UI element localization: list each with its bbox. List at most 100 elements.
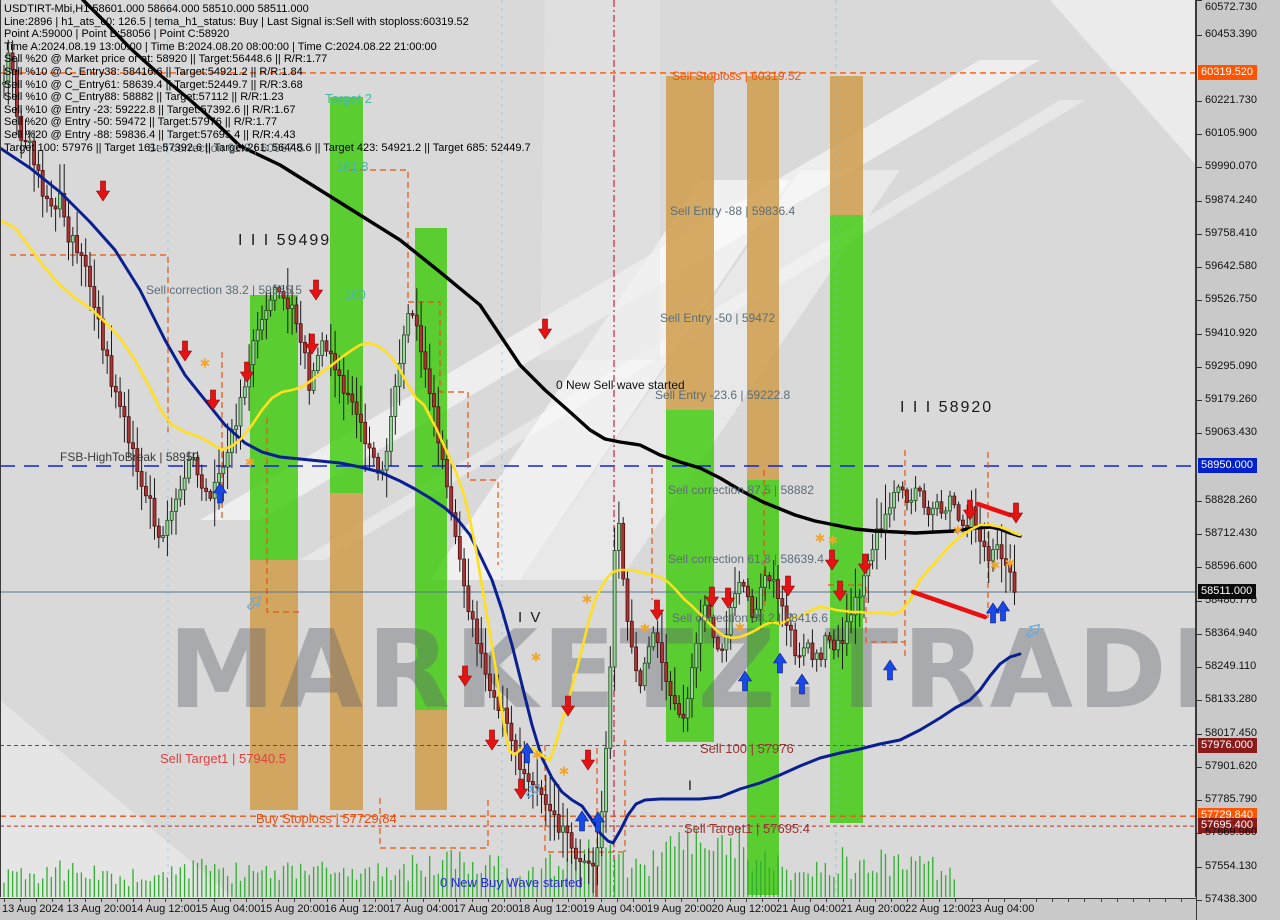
time-tick-mark [665, 899, 667, 902]
time-tick-mark [278, 899, 280, 902]
time-tick-mark [584, 899, 586, 902]
price-tick-mark [1197, 400, 1202, 402]
info-line: Sell %10 @ C_Entry88: 58882 || Target:57… [4, 91, 284, 104]
sell-arrow-icon [824, 549, 840, 571]
price-tick-label: 58828.260 [1205, 493, 1257, 506]
price-tick-mark [1197, 333, 1202, 335]
time-tick-mark [100, 899, 102, 902]
time-tick-mark [133, 899, 134, 902]
sell-arrow-icon [457, 665, 473, 687]
sell-arrow-icon [304, 333, 320, 355]
price-tick-mark [1197, 134, 1202, 136]
price-tick-mark [1197, 633, 1202, 635]
star-icon [582, 594, 592, 604]
time-axis[interactable]: 13 Aug 2024 13 Aug 20:00 14 Aug 12:00 15 Au… [0, 898, 1196, 920]
sell-arrow-icon [537, 318, 553, 340]
price-level-label: 58950.000 [1198, 458, 1257, 473]
time-tick-mark [149, 899, 151, 902]
price-tick-label: 57785.790 [1205, 793, 1257, 806]
time-tick-mark [649, 899, 650, 902]
time-tick-mark [407, 899, 409, 902]
time-axis-label: 14 Aug 12:00 [131, 903, 196, 915]
sell-arrow-icon [780, 575, 796, 597]
hollow-arrow-icon [246, 595, 262, 611]
time-tick-mark [890, 899, 892, 902]
expert-info-block: USDTIRT-Mbi,H1 58601.000 58664.000 58510… [4, 3, 531, 154]
time-tick-mark [1100, 899, 1102, 902]
time-tick-mark [536, 899, 538, 902]
broker-watermark-text: MARKETZ.TRADE [168, 608, 1249, 733]
price-tick-label: 58712.430 [1205, 527, 1257, 540]
time-tick-mark [745, 899, 747, 902]
slow-navy-ma-line [0, 146, 1022, 845]
time-tick-mark [1116, 899, 1118, 902]
buy-arrow-icon [737, 670, 753, 692]
price-tick-mark [1197, 267, 1202, 269]
info-line: Sell %20 @ Market price or at: 58920 || … [4, 53, 328, 66]
vertical-time-lines [167, 0, 837, 897]
price-tick-label: 57669.960 [1205, 826, 1257, 839]
hollow-arrow-icon [1025, 623, 1041, 639]
sell-arrow-icon [239, 361, 255, 383]
price-tick-mark [1197, 366, 1202, 368]
price-tick-label: 59990.070 [1205, 160, 1257, 173]
price-tick-mark [1197, 167, 1202, 169]
buy-arrow-icon [882, 659, 898, 681]
time-tick-mark [939, 899, 941, 902]
price-tick-label: 59410.920 [1205, 326, 1257, 339]
price-tick-mark [1197, 866, 1202, 868]
price-tick-label: 60453.390 [1205, 27, 1257, 40]
star-icon [953, 525, 963, 535]
time-tick-mark [1052, 899, 1054, 902]
time-tick-mark [681, 899, 683, 902]
info-line: Sell %10 @ C_Entry61: 58639.4 || Target:… [4, 78, 303, 91]
time-tick-mark [1148, 899, 1150, 902]
time-tick-mark [229, 899, 231, 902]
price-tick-label: 58249.110 [1205, 660, 1257, 673]
signal-arrow-markers [95, 180, 1041, 833]
time-tick-mark [1036, 899, 1037, 902]
red-trend-lines[interactable] [910, 501, 1013, 620]
time-tick-mark [1181, 899, 1183, 902]
time-tick-mark [20, 899, 22, 902]
time-tick-mark [455, 899, 457, 902]
time-tick-mark [181, 899, 183, 902]
star-icon [990, 560, 1000, 570]
time-tick-mark [923, 899, 925, 902]
sell-arrow-icon [177, 340, 193, 362]
price-tick-mark [1197, 433, 1202, 435]
sell-arrow-icon [560, 695, 576, 717]
sell-arrow-icon [580, 749, 596, 771]
info-line: Sell %20 @ Entry -88: 59836.4 || Target:… [4, 128, 296, 141]
time-tick-mark [245, 899, 247, 902]
time-axis-label: 15 Aug 04:00 [195, 903, 261, 915]
sell-arrow-icon [1008, 502, 1024, 524]
buy-arrow-icon [519, 742, 535, 764]
time-axis-label: 16 Aug 12:00 [324, 903, 390, 915]
price-tick-label: 59642.580 [1205, 260, 1257, 273]
time-axis-label: 23 Aug 04:00 [969, 903, 1035, 915]
price-tick-label: 58364.940 [1205, 626, 1257, 639]
time-tick-mark [326, 899, 328, 902]
time-axis-label: 21 Aug 04:00 [776, 903, 841, 915]
time-tick-mark [36, 899, 38, 902]
time-axis-label: 15 Aug 20:00 [260, 903, 325, 915]
price-tick-label: 59295.090 [1205, 359, 1257, 372]
time-tick-mark [907, 899, 908, 902]
time-tick-mark [439, 899, 441, 902]
time-tick-mark [391, 899, 392, 902]
price-axis[interactable]: 60572.730 60453.390 60319.520 60221.730 6010… [1196, 0, 1280, 920]
price-tick-mark [1197, 700, 1202, 702]
price-tick-mark [1197, 34, 1202, 36]
info-line: USDTIRT-Mbi,H1 58601.000 58664.000 58510… [4, 3, 309, 15]
buy-arrow-icon [574, 810, 590, 832]
buy-arrow-icon [794, 673, 810, 695]
time-axis-label: 17 Aug 04:00 [389, 903, 454, 915]
star-icon [735, 622, 745, 632]
price-tick-label: 59758.410 [1205, 226, 1257, 239]
price-tick-mark [1197, 800, 1202, 802]
price-tick-mark [1197, 766, 1202, 768]
time-tick-mark [68, 899, 70, 902]
time-tick-mark [358, 899, 360, 902]
